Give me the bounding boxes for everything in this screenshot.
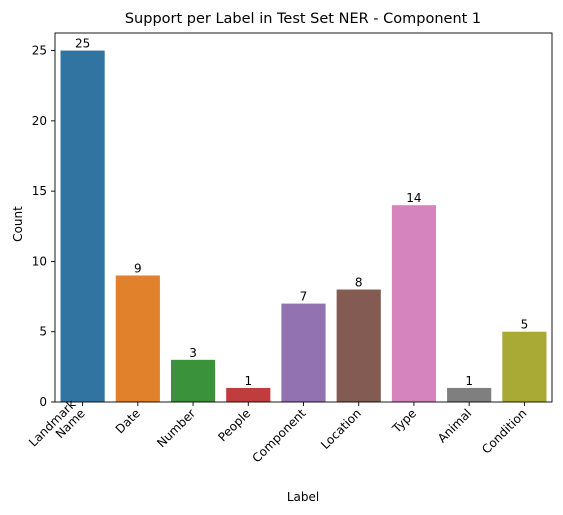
y-tick-label: 25 xyxy=(32,44,47,58)
bar xyxy=(170,359,216,402)
bar xyxy=(447,387,492,402)
x-tick-label: Date xyxy=(113,406,143,436)
value-labels-group: 25 9 3 1 7 8 14 1 5 xyxy=(75,37,528,388)
bars-group xyxy=(60,50,547,402)
y-tick-label: 10 xyxy=(32,254,47,268)
x-tick-label: Number xyxy=(154,406,198,450)
y-tick-label: 20 xyxy=(32,114,47,128)
y-axis-ticks: 0 5 10 15 20 25 xyxy=(32,44,55,409)
bar xyxy=(391,205,437,402)
bar-value-label: 1 xyxy=(244,374,252,388)
x-axis-label: Label xyxy=(287,490,319,504)
x-tick-label: Location xyxy=(318,406,364,452)
bar xyxy=(226,387,271,402)
y-tick-label: 5 xyxy=(39,325,47,339)
bar-value-label: 8 xyxy=(355,276,363,290)
y-tick-label: 0 xyxy=(39,395,47,409)
x-tick-label: Condition xyxy=(479,406,529,456)
x-tick-label: Type xyxy=(389,406,419,436)
bar xyxy=(336,289,381,402)
bar-value-label: 7 xyxy=(300,290,308,304)
bar-value-label: 3 xyxy=(189,346,197,360)
bar xyxy=(281,303,326,402)
y-axis-label: Count xyxy=(11,206,25,242)
x-tick-label: Component xyxy=(249,406,308,465)
y-tick-label: 15 xyxy=(32,184,47,198)
bar xyxy=(115,275,160,402)
x-tick-label: Animal xyxy=(435,406,474,445)
plot-frame xyxy=(54,32,553,403)
bar-value-label: 5 xyxy=(521,318,529,332)
bar-value-label: 25 xyxy=(75,37,90,51)
chart-title: Support per Label in Test Set NER - Comp… xyxy=(125,11,481,27)
x-tick-label: People xyxy=(215,406,253,444)
bar xyxy=(60,50,105,402)
bar-value-label: 1 xyxy=(465,374,473,388)
x-tick-label: LandmarkName xyxy=(26,397,88,459)
bar-value-label: 14 xyxy=(406,191,421,205)
bar-value-label: 9 xyxy=(134,261,142,275)
bar xyxy=(502,331,547,402)
